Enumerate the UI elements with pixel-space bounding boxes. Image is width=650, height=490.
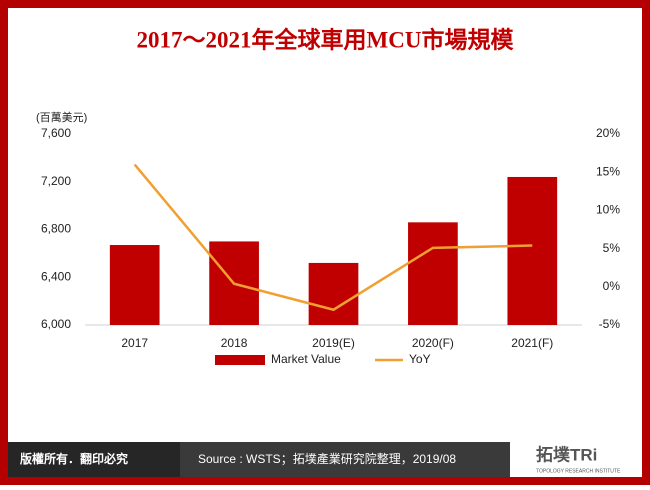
x-tick-label: 2021(F) [511, 336, 553, 350]
legend-label: YoY [409, 352, 431, 366]
x-tick-label: 2017 [121, 336, 148, 350]
y-tick-label: 7,600 [41, 126, 71, 140]
logo-sub: TOPOLOGY RESEARCH INSTITUTE [536, 468, 621, 474]
logo-bg [510, 442, 642, 477]
bar [408, 222, 458, 325]
bar [308, 262, 359, 325]
bar [109, 245, 160, 325]
x-tick-label: 2019(E) [312, 336, 355, 350]
bar [507, 176, 558, 325]
y-tick-label: 7,200 [41, 174, 71, 188]
y-tick-label: 6,000 [41, 317, 71, 331]
line [133, 163, 533, 312]
legend-label: Market Value [271, 352, 341, 366]
footer-rights: 版權所有．翻印必究 [20, 451, 128, 466]
x-tick-label: 2018 [221, 336, 248, 350]
footer-source: Source : WSTS；拓墣產業研究院整理，2019/08 [198, 451, 456, 466]
footer-rights-bg [8, 442, 180, 477]
chart-title: 2017～2021年全球車用MCU市場規模 [137, 26, 515, 52]
y-tick-label: 6,400 [41, 269, 71, 283]
x-tick-label: 2020(F) [412, 336, 454, 350]
y2-tick-label: 0% [603, 279, 621, 293]
legend-swatch [215, 355, 265, 365]
logo: 拓墣TRi [536, 445, 597, 464]
y2-tick-label: 5% [603, 241, 621, 255]
y-axis-label: (百萬美元) [36, 111, 87, 124]
y2-tick-label: -5% [599, 317, 621, 331]
y2-tick-label: 20% [596, 126, 620, 140]
y2-tick-label: 15% [596, 164, 620, 178]
y-tick-label: 6,800 [41, 222, 71, 236]
y2-tick-label: 10% [596, 203, 620, 217]
